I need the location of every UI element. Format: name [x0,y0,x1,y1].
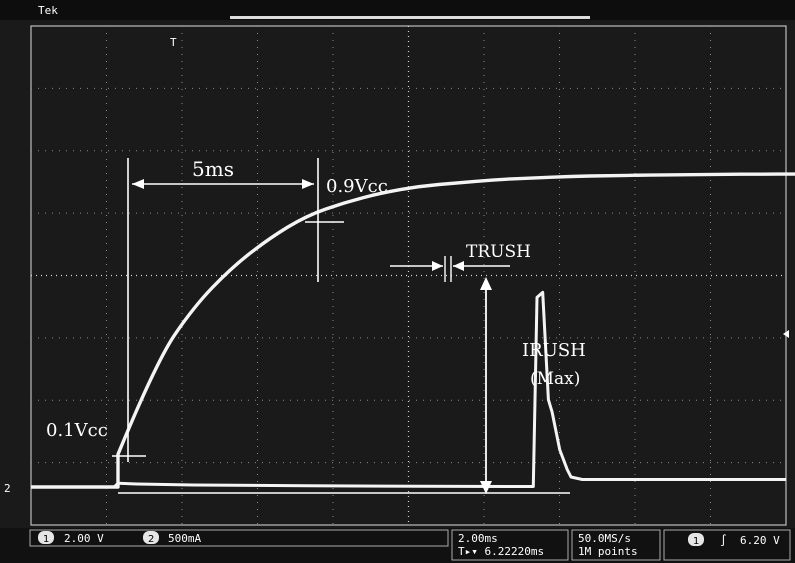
top-left-label: Tek [38,4,58,17]
record-length: 1M points [578,545,638,558]
i-rush-arrow-bottom-head [480,481,492,494]
traces [31,172,795,489]
ch2-badge-box [143,531,159,544]
trigger-top-marker: T [170,36,177,49]
acquisition-box [571,529,661,561]
sample-rate: 50.0MS/s [578,532,631,545]
trigger-box [663,529,791,561]
v-high-label: 0.9Vcc [326,176,388,197]
ch2-current-trace [31,290,786,489]
ch2-badge: 2 [148,534,154,545]
trig-slope: ∫ [720,534,727,547]
right-edge-marker [783,330,789,338]
span-arrow-right-head [302,179,314,189]
record-position-bar [230,16,590,19]
graticule [30,25,787,526]
v-low-label: 0.1Vcc [46,420,108,441]
span-5ms-label: 5ms [192,157,234,181]
ch1-badge: 1 [43,534,49,545]
annotations: 5ms 0.9Vcc 0.1Vcc TRUSH IRUSH (Max) [46,157,586,494]
ch1-scale: 2.00 V [64,532,104,545]
top-strip [0,0,795,20]
i-rush-sub-label: (Max) [530,369,580,389]
t-rush-left-arrow-head [432,261,443,271]
t-rush-right-arrow-head [453,261,464,271]
ch1-badge-box [38,531,54,544]
i-rush-arrow-top-head [480,277,492,290]
timebase: 2.00ms [458,532,498,545]
ch1-voltage-trace [31,172,795,489]
ch2-ground-marker: 2 [4,482,11,495]
channel-info-box [29,529,449,547]
ch2-scale: 500mA [168,532,201,545]
trigger-position: T▸▾ 6.22220ms [458,545,544,558]
t-rush-label: TRUSH [466,242,531,262]
trig-badge-box [688,533,704,546]
i-rush-label: IRUSH [522,340,586,361]
span-arrow-left-head [132,179,144,189]
timebase-box [451,529,569,561]
trig-level: 6.20 V [740,534,780,547]
status-bar: 1 2.00 V 2 500mA 2.00ms T▸▾ 6.22220ms 50… [0,528,795,563]
trig-badge: 1 [693,536,699,547]
